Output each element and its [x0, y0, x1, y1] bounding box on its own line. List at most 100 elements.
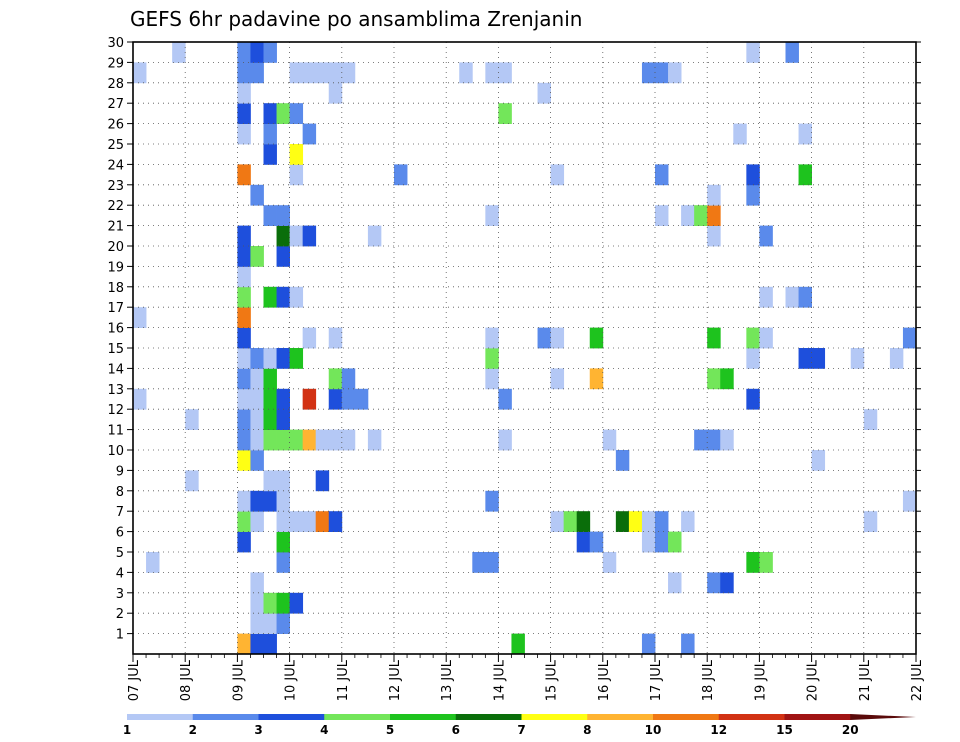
heatmap-cell	[250, 572, 264, 594]
heatmap-cell	[289, 592, 304, 614]
heatmap-cell	[328, 82, 343, 104]
heatmap-cell	[811, 450, 826, 471]
heatmap-cell	[668, 572, 682, 594]
heatmap-cell	[276, 531, 290, 553]
heatmap-cell	[589, 531, 604, 553]
heatmap-cell	[459, 62, 473, 84]
heatmap-cell	[328, 62, 343, 84]
x-tick-label: 13 JUL	[440, 659, 455, 701]
y-tick-label: 18	[107, 281, 124, 296]
colorbar-label: 20	[842, 723, 859, 737]
x-tick-label: 08 JUL	[179, 659, 194, 701]
heatmap-cell	[655, 531, 669, 553]
heatmap-cell	[250, 368, 264, 390]
heatmap-cell	[694, 205, 708, 226]
colorbar-swatch	[784, 714, 851, 720]
y-tick-label: 15	[107, 342, 124, 357]
heatmap-cell	[263, 388, 277, 410]
colorbar-label: 7	[517, 723, 525, 737]
heatmap-cell	[798, 123, 812, 145]
heatmap-cell	[720, 368, 734, 390]
heatmap-cell	[759, 327, 773, 349]
heatmap-cell	[263, 103, 277, 124]
heatmap-cell	[276, 490, 290, 512]
colorbar-label: 2	[189, 723, 197, 737]
heatmap-cell	[602, 552, 617, 573]
heatmap-cell	[302, 429, 317, 451]
y-tick-label: 25	[107, 138, 124, 153]
heatmap-cell	[185, 470, 199, 492]
heatmap-cell	[250, 184, 264, 206]
heatmap-cell	[655, 205, 669, 226]
x-tick-label: 09 JUL	[231, 659, 246, 701]
heatmap-cell	[615, 450, 630, 471]
heatmap-cell	[641, 62, 656, 84]
x-tick-label: 07 JUL	[127, 659, 142, 701]
heatmap-cell	[237, 246, 251, 267]
heatmap-cell	[250, 450, 264, 471]
heatmap-cell	[315, 511, 330, 532]
x-tick-label: 11 JUL	[336, 659, 351, 701]
heatmap-cell	[485, 62, 499, 84]
heatmap-cell	[237, 225, 251, 247]
heatmap-cell	[237, 368, 251, 390]
heatmap-cell	[250, 409, 264, 430]
heatmap-cell	[263, 42, 277, 63]
heatmap-cell	[759, 552, 773, 573]
heatmap-cell	[589, 368, 604, 390]
heatmap-cell	[367, 225, 382, 247]
y-tick-label: 10	[107, 444, 124, 459]
y-tick-label: 4	[116, 566, 124, 581]
y-tick-label: 28	[107, 77, 124, 92]
heatmap-cell	[707, 429, 721, 451]
heatmap-cell	[250, 633, 264, 655]
y-tick-label: 30	[107, 36, 124, 51]
heatmap-cell	[746, 388, 760, 410]
y-tick-label: 13	[107, 383, 124, 398]
colorbar-swatch	[653, 714, 720, 720]
heatmap-cell	[902, 327, 917, 349]
heatmap-cell	[276, 348, 290, 369]
y-tick-label: 27	[107, 97, 124, 112]
heatmap-cell	[746, 164, 760, 186]
x-tick-label: 16 JUL	[597, 659, 612, 701]
heatmap-cell	[785, 286, 799, 308]
colorbar-swatch	[850, 714, 916, 720]
heatmap-cell	[367, 429, 382, 451]
x-tick-label: 19 JUL	[753, 659, 768, 701]
heatmap-cell	[485, 348, 499, 369]
heatmap-cell	[146, 552, 160, 573]
heatmap-cell	[746, 327, 760, 349]
heatmap-cell	[237, 409, 251, 430]
heatmap-cell	[237, 62, 251, 84]
y-axis: 1234567891011121314151617181920212223242…	[107, 36, 921, 643]
heatmap-cell	[563, 511, 578, 532]
heatmap-cell	[263, 633, 277, 655]
x-tick-label: 10 JUL	[284, 659, 299, 701]
heatmap-cell	[263, 123, 277, 145]
colorbar-label: 1	[123, 723, 131, 737]
heatmap-cell	[276, 429, 290, 451]
heatmap-cell	[746, 552, 760, 573]
heatmap-cell	[289, 286, 304, 308]
heatmap-cell	[746, 184, 760, 206]
heatmap-cell	[250, 429, 264, 451]
heatmap-cell	[328, 511, 343, 532]
colorbar-label: 10	[645, 723, 662, 737]
heatmap-cell	[133, 388, 147, 410]
heatmap-cell	[328, 327, 343, 349]
heatmap-cell	[798, 164, 812, 186]
heatmap-cell	[276, 225, 290, 247]
y-tick-label: 26	[107, 118, 124, 133]
heatmap-cell	[707, 205, 721, 226]
heatmap-cell	[589, 327, 604, 349]
x-tick-label: 20 JUL	[806, 659, 821, 701]
y-tick-label: 23	[107, 179, 124, 194]
heatmap-cell	[263, 205, 277, 226]
heatmap-cell	[863, 511, 878, 532]
heatmap-cell	[237, 348, 251, 369]
heatmap-cell	[237, 123, 251, 145]
heatmap-cell	[681, 633, 695, 655]
heatmap-cell	[289, 225, 304, 247]
heatmap-cell	[746, 348, 760, 369]
